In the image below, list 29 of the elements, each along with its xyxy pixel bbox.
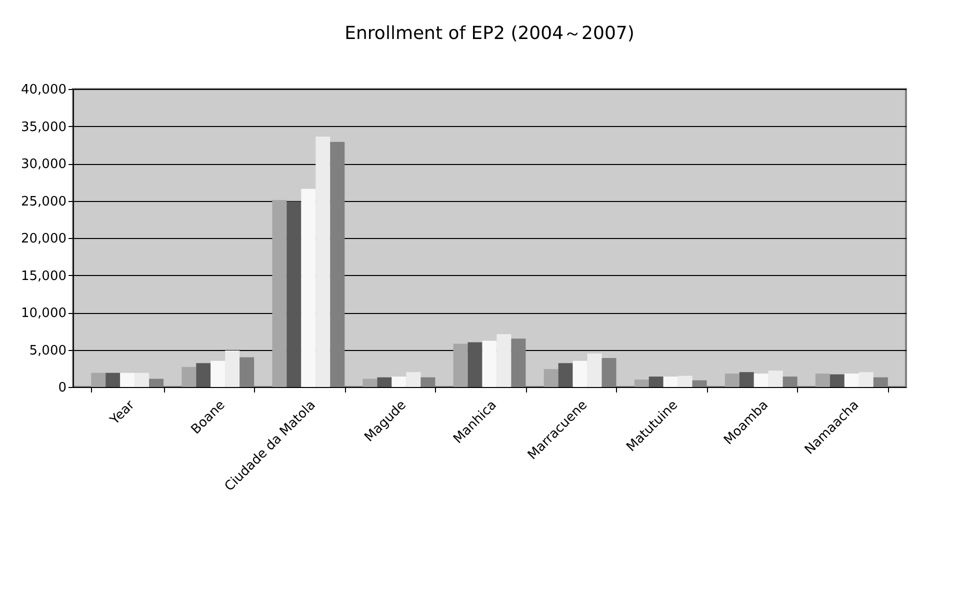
bar — [634, 380, 649, 387]
bar — [648, 376, 664, 387]
y-tick-label: 5,000 — [29, 343, 66, 358]
bar — [196, 363, 211, 387]
bar — [286, 201, 302, 387]
bar — [468, 342, 482, 387]
bar — [544, 369, 558, 387]
y-tick-label: 0 — [58, 380, 66, 396]
bar — [91, 372, 106, 387]
bar — [106, 372, 120, 387]
bar — [830, 374, 844, 387]
bar — [724, 374, 740, 387]
y-tick-label: 30,000 — [21, 157, 66, 172]
y-tick-label: 35,000 — [21, 120, 66, 135]
y-tick-label: 15,000 — [21, 268, 66, 284]
bar — [362, 378, 378, 387]
y-tick-label: 40,000 — [21, 82, 66, 98]
chart-title: Enrollment of EP2 (2004～2007) — [344, 23, 634, 44]
bar — [377, 377, 392, 387]
bar — [182, 366, 196, 387]
bar — [739, 372, 754, 387]
bar — [272, 200, 287, 387]
bar — [558, 363, 573, 387]
bar — [453, 344, 468, 387]
y-tick-label: 20,000 — [21, 232, 66, 246]
y-tick-label: 10,000 — [21, 306, 66, 321]
y-tick-label: 25,000 — [21, 194, 66, 210]
x-tick-label: Year — [106, 397, 138, 429]
bar — [815, 374, 830, 387]
